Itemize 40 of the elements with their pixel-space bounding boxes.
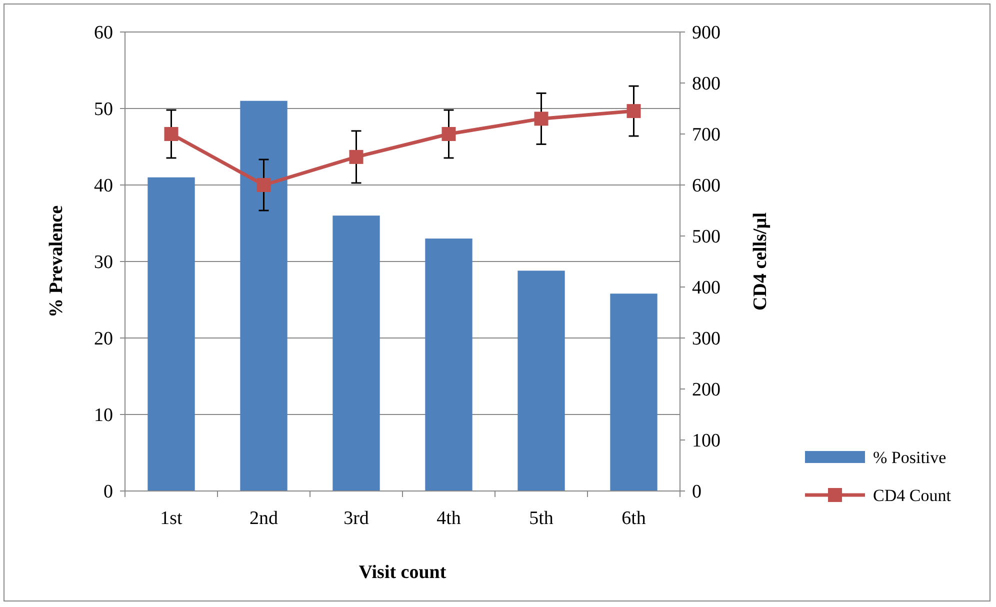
- y-tick-label: 60: [94, 22, 113, 44]
- bar: [240, 100, 288, 491]
- bar: [425, 238, 472, 491]
- x-tick-label: 1st: [160, 508, 184, 529]
- x-tick-label: 5th: [529, 508, 554, 529]
- y2-tick-label: 400: [692, 278, 720, 299]
- y-tick-label: 50: [94, 99, 113, 120]
- x-tick-label: 2nd: [250, 508, 278, 529]
- y2-tick-label: 900: [692, 22, 720, 44]
- y-tick-label: 20: [94, 328, 113, 350]
- y2-tick-label: 0: [692, 482, 702, 503]
- y2-tick-label: 800: [692, 74, 720, 95]
- x-axis-title: Visit count: [358, 562, 447, 583]
- point: [534, 112, 548, 126]
- point: [442, 127, 456, 141]
- bar: [610, 294, 658, 491]
- point: [626, 104, 641, 118]
- y-tick-label: 10: [94, 405, 113, 426]
- point: [256, 178, 271, 192]
- y2-tick-label: 600: [692, 176, 720, 197]
- y2-tick-label: 500: [692, 226, 720, 248]
- bar: [332, 216, 380, 491]
- point: [164, 127, 178, 141]
- x-tick-label: 6th: [622, 508, 646, 529]
- x-tick-label: 4th: [436, 508, 462, 529]
- legend-label: CD4 Count: [873, 486, 952, 505]
- bar: [518, 270, 565, 491]
- y2-tick-label: 200: [692, 380, 720, 401]
- y-tick-label: 30: [94, 252, 113, 274]
- y2-tick-label: 100: [692, 430, 720, 452]
- legend-label: % Positive: [873, 448, 946, 467]
- bar: [148, 177, 195, 491]
- y2-axis-title: CD4 cells/µl: [750, 212, 771, 311]
- x-tick-label: 3rd: [344, 508, 370, 529]
- y2-tick-label: 300: [692, 328, 720, 350]
- y-tick-label: 0: [104, 482, 113, 503]
- y-axis-title: % Prevalence: [46, 205, 67, 318]
- y2-tick-label: 700: [692, 124, 720, 146]
- point: [349, 150, 364, 164]
- y-tick-label: 40: [94, 176, 113, 197]
